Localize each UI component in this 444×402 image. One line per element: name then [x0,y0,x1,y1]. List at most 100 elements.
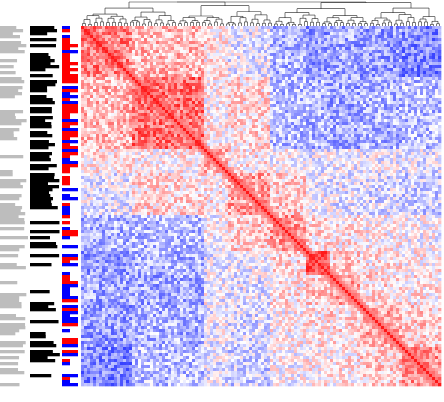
heatmap-cell [267,95,271,99]
heatmap-cell [138,98,142,102]
heatmap-cell [180,38,184,42]
heatmap-cell [297,95,301,99]
heatmap-cell [249,71,253,75]
heatmap-cell [282,47,286,51]
heatmap-cell [285,56,289,60]
heatmap-cell [435,53,439,57]
heatmap-cell [147,89,151,93]
heatmap-cell [387,83,391,87]
heatmap-cell [162,71,166,75]
heatmap-cell [219,35,223,39]
heatmap-cell [411,53,415,57]
heatmap-cell [102,104,106,108]
heatmap-cell [267,119,271,123]
heatmap-cell [96,119,100,123]
heatmap-cell [306,89,310,93]
heatmap-cell [171,119,175,123]
heatmap-cell [414,113,418,117]
heatmap-cell [291,74,295,78]
heatmap-cell [189,113,193,117]
heatmap-cell [378,110,382,114]
heatmap-cell [420,113,424,117]
heatmap-cell [369,92,373,96]
heatmap-cell [192,35,196,39]
heatmap-cell [186,101,190,105]
heatmap-cell [189,116,193,120]
heatmap-cell [210,80,214,84]
heatmap-cell [225,62,229,66]
heatmap-cell [153,86,157,90]
heatmap-cell [177,62,181,66]
heatmap-cell [429,50,433,54]
heatmap-cell [381,98,385,102]
heatmap-cell [207,68,211,72]
heatmap-cell [402,26,406,30]
heatmap-cell [108,56,112,60]
heatmap-cell [276,71,280,75]
annotation-cell [62,137,70,141]
heatmap-cell [330,98,334,102]
heatmap-cell [90,38,94,42]
heatmap-cell [417,35,421,39]
heatmap-cell [204,68,208,72]
heatmap-cell [360,56,364,60]
annotation-cell [0,110,24,114]
heatmap-cell [291,131,295,135]
heatmap-cell [147,35,151,39]
heatmap-cell [132,107,136,111]
heatmap-cell [153,125,157,129]
heatmap-cell [180,29,184,33]
heatmap-cell [138,62,142,66]
heatmap-cell [180,122,184,126]
annotation-cell [30,38,57,42]
heatmap-cell [414,131,418,135]
heatmap-cell [201,38,205,42]
heatmap-cell [174,62,178,66]
heatmap-cell [264,29,268,33]
heatmap-cell [222,74,226,78]
heatmap-cell [327,83,331,87]
heatmap-cell [102,47,106,51]
heatmap-cell [270,95,274,99]
heatmap-cell [273,50,277,54]
heatmap-cell [183,38,187,42]
heatmap-cell [288,92,292,96]
heatmap-cell [186,35,190,39]
heatmap-cell [117,29,121,33]
heatmap-cell [402,113,406,117]
heatmap-cell [165,56,169,60]
heatmap-cell [201,83,205,87]
heatmap-cell [84,116,88,120]
heatmap-cell [303,50,307,54]
heatmap-cell [399,38,403,42]
heatmap-cell [90,86,94,90]
heatmap-cell [84,122,88,126]
heatmap-cell [402,110,406,114]
heatmap-cell [156,38,160,42]
heatmap-cell [159,29,163,33]
heatmap-cell [348,59,352,63]
annotation-cell [30,119,46,123]
heatmap-cell [435,59,439,63]
heatmap-cell [429,29,433,33]
heatmap-cell [348,53,352,57]
heatmap-cell [357,71,361,75]
heatmap-cell [414,38,418,42]
heatmap-cell [99,56,103,60]
heatmap-cell [129,119,133,123]
heatmap-cell [171,86,175,90]
heatmap-cell [171,131,175,135]
heatmap-cell [111,77,115,81]
heatmap-cell [390,47,394,51]
heatmap-cell [324,53,328,57]
heatmap-cell [303,95,307,99]
heatmap-cell [120,83,124,87]
heatmap-cell [207,101,211,105]
heatmap-cell [309,86,313,90]
heatmap-cell [393,41,397,45]
heatmap-cell [156,128,160,132]
annotation-cell [30,245,58,249]
heatmap-cell [384,128,388,132]
annotation-cell [62,155,70,159]
heatmap-cell [162,74,166,78]
